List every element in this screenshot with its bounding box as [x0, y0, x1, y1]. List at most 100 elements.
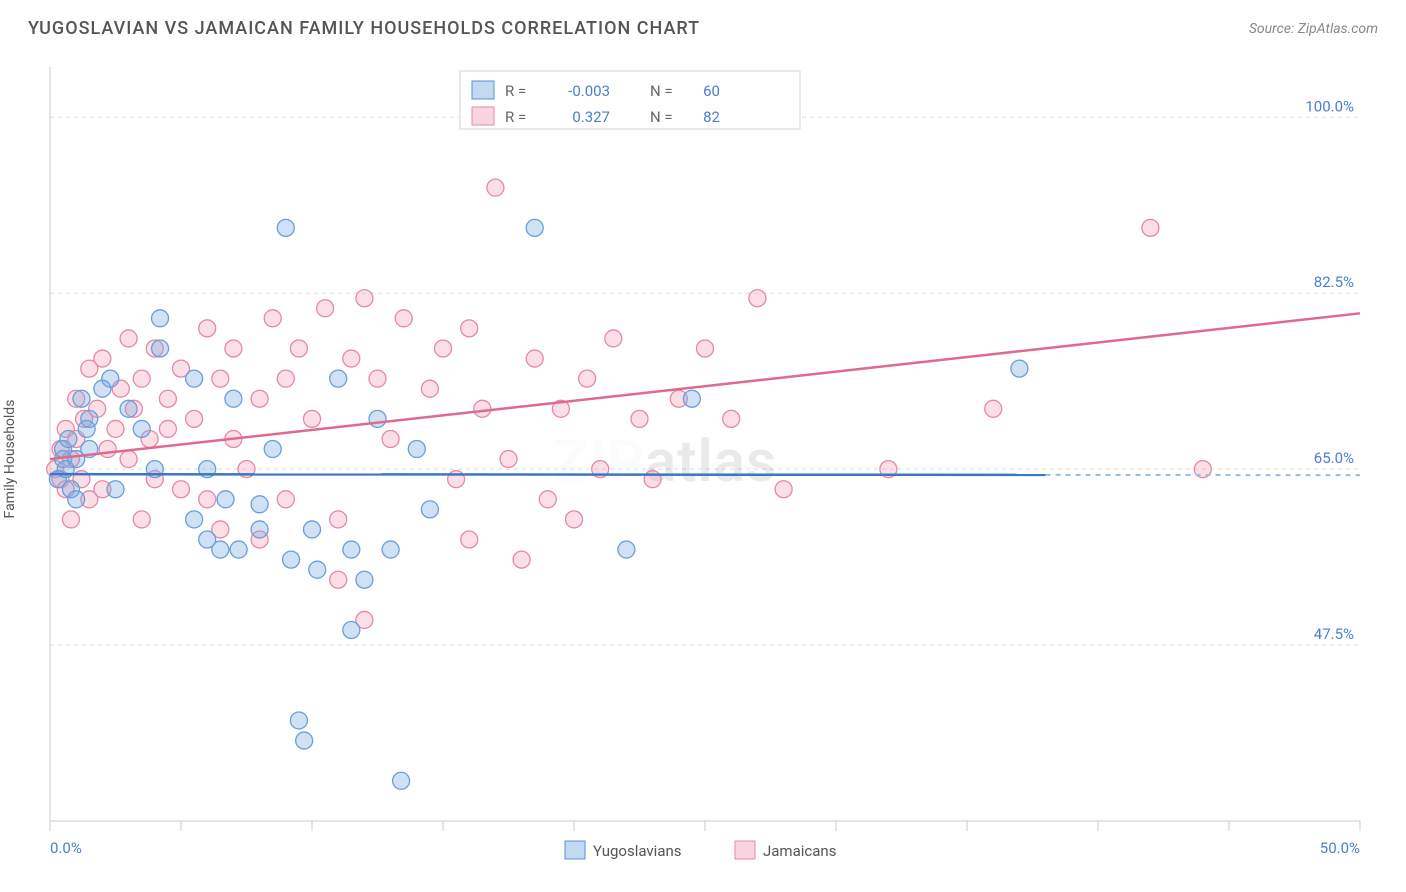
data-point-jamaican	[264, 310, 281, 327]
data-point-yugoslavian	[102, 370, 119, 387]
data-point-jamaican	[120, 451, 137, 468]
legend-swatch	[472, 81, 494, 99]
data-point-jamaican	[99, 441, 116, 458]
data-point-jamaican	[1142, 219, 1159, 236]
data-point-yugoslavian	[356, 571, 373, 588]
data-point-yugoslavian	[526, 219, 543, 236]
data-point-yugoslavian	[393, 772, 410, 789]
data-point-jamaican	[461, 320, 478, 337]
data-point-yugoslavian	[683, 390, 700, 407]
x-tick-label: 0.0%	[50, 839, 82, 857]
data-point-jamaican	[330, 511, 347, 528]
data-point-yugoslavian	[283, 551, 300, 568]
data-point-yugoslavian	[186, 511, 203, 528]
data-point-yugoslavian	[73, 390, 90, 407]
data-point-jamaican	[290, 340, 307, 357]
data-point-yugoslavian	[304, 521, 321, 538]
data-point-jamaican	[356, 290, 373, 307]
data-point-jamaican	[186, 410, 203, 427]
data-point-jamaican	[62, 511, 79, 528]
data-point-jamaican	[159, 390, 176, 407]
data-point-yugoslavian	[296, 732, 313, 749]
data-point-yugoslavian	[68, 491, 85, 508]
data-point-jamaican	[159, 420, 176, 437]
data-point-jamaican	[487, 179, 504, 196]
data-point-jamaican	[304, 410, 321, 427]
trend-line-yugoslavian	[50, 474, 1046, 475]
legend-r-label: R =	[505, 108, 526, 126]
data-point-yugoslavian	[277, 219, 294, 236]
data-point-jamaican	[526, 350, 543, 367]
data-point-yugoslavian	[120, 400, 137, 417]
data-point-yugoslavian	[251, 521, 268, 538]
y-tick-label: 100.0%	[1305, 97, 1354, 115]
data-point-jamaican	[343, 350, 360, 367]
data-point-yugoslavian	[369, 410, 386, 427]
data-point-jamaican	[277, 491, 294, 508]
data-point-jamaican	[566, 511, 583, 528]
data-point-yugoslavian	[152, 310, 169, 327]
watermark: ZIPatlas	[553, 428, 776, 496]
data-point-jamaican	[500, 451, 517, 468]
data-point-jamaican	[474, 400, 491, 417]
data-point-jamaican	[330, 571, 347, 588]
data-point-yugoslavian	[107, 481, 124, 498]
scatter-chart: 47.5% 65.0% 82.5% 100.0% 0.0% 50.0% ZIPatlas R …	[0, 39, 1406, 879]
legend-swatch	[735, 841, 755, 859]
data-point-jamaican	[421, 380, 438, 397]
data-point-yugoslavian	[251, 496, 268, 513]
data-point-jamaican	[985, 400, 1002, 417]
data-point-yugoslavian	[60, 430, 77, 447]
data-point-jamaican	[94, 350, 111, 367]
data-point-yugoslavian	[212, 541, 229, 558]
data-point-yugoslavian	[264, 441, 281, 458]
data-point-jamaican	[775, 481, 792, 498]
x-tick-label: 50.0%	[1320, 839, 1360, 857]
y-axis-label: Family Households	[2, 400, 18, 519]
data-point-yugoslavian	[1011, 360, 1028, 377]
data-point-jamaican	[133, 370, 150, 387]
data-point-jamaican	[723, 410, 740, 427]
legend-r-label: R =	[505, 82, 526, 100]
data-point-jamaican	[107, 420, 124, 437]
data-point-jamaican	[749, 290, 766, 307]
legend-r-value: -0.003	[568, 82, 610, 100]
data-point-jamaican	[133, 511, 150, 528]
data-point-yugoslavian	[330, 370, 347, 387]
legend-swatch	[565, 841, 585, 859]
y-tick-label: 47.5%	[1314, 625, 1354, 643]
y-tick-label: 65.0%	[1314, 449, 1354, 467]
legend-n-label: N =	[650, 82, 673, 100]
data-point-jamaican	[435, 340, 452, 357]
data-point-yugoslavian	[382, 541, 399, 558]
legend-n-label: N =	[650, 108, 673, 126]
chart-title: YUGOSLAVIAN VS JAMAICAN FAMILY HOUSEHOLD…	[28, 18, 700, 39]
y-tick-label: 82.5%	[1314, 273, 1354, 291]
data-point-yugoslavian	[290, 712, 307, 729]
data-point-jamaican	[644, 471, 661, 488]
data-point-jamaican	[212, 370, 229, 387]
data-point-jamaican	[513, 551, 530, 568]
data-point-jamaican	[173, 481, 190, 498]
data-point-yugoslavian	[408, 441, 425, 458]
data-point-jamaican	[461, 531, 478, 548]
legend-n-value: 82	[703, 108, 720, 126]
data-point-jamaican	[579, 370, 596, 387]
data-point-yugoslavian	[225, 390, 242, 407]
legend-n-value: 60	[703, 82, 720, 100]
data-point-yugoslavian	[152, 340, 169, 357]
data-point-yugoslavian	[343, 541, 360, 558]
data-point-yugoslavian	[217, 491, 234, 508]
data-point-jamaican	[369, 370, 386, 387]
data-point-jamaican	[317, 300, 334, 317]
data-point-yugoslavian	[309, 561, 326, 578]
data-point-jamaican	[277, 370, 294, 387]
data-point-yugoslavian	[421, 501, 438, 518]
data-point-jamaican	[631, 410, 648, 427]
data-point-yugoslavian	[81, 410, 98, 427]
data-point-jamaican	[199, 491, 216, 508]
legend-label: Yugoslavians	[593, 842, 682, 860]
source-label: Source: ZipAtlas.com	[1249, 21, 1378, 37]
data-point-jamaican	[199, 320, 216, 337]
data-point-jamaican	[225, 340, 242, 357]
